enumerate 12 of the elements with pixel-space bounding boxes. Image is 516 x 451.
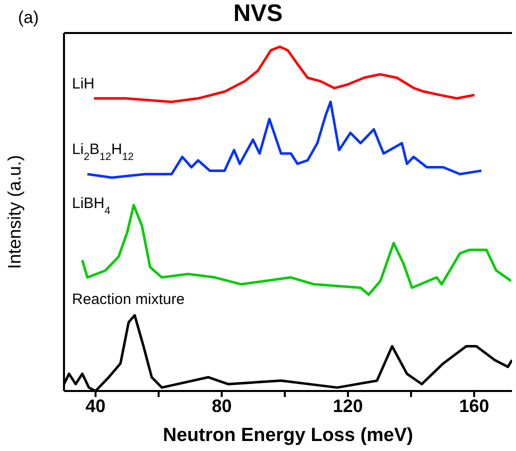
series-label: LiBH$_{4}$: [72, 195, 111, 218]
y-axis-title: Intensity (a.u.): [4, 154, 24, 270]
chart-title: NVS: [233, 0, 283, 27]
x-tick-label: 120: [332, 396, 363, 416]
series-label: Li$_{2}$B$_{12}$H$_{12}$: [72, 141, 134, 164]
x-tick-label: 40: [86, 396, 106, 416]
x-tick-label: 160: [459, 396, 490, 416]
x-axis-title: Neutron Energy Loss (meV): [162, 425, 414, 446]
text: (a): [18, 8, 39, 28]
series-label: LiH: [72, 75, 95, 92]
x-tick-label: 80: [212, 396, 232, 416]
series-label: Reaction mixture: [72, 291, 185, 308]
